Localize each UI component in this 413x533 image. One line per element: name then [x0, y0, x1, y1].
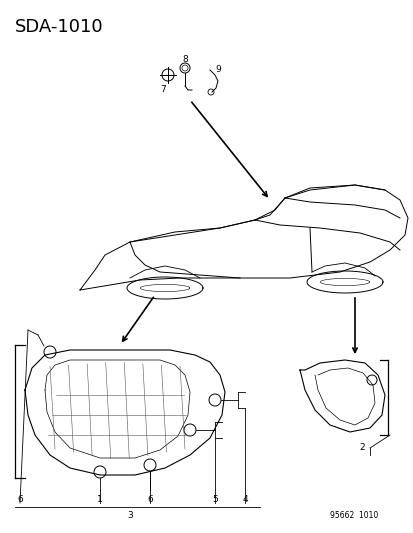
Text: 5: 5 — [211, 496, 217, 505]
Text: 1: 1 — [97, 496, 102, 505]
Text: 6: 6 — [147, 496, 152, 505]
Text: 8: 8 — [182, 55, 188, 64]
Text: 3: 3 — [127, 512, 133, 521]
Text: 95662  1010: 95662 1010 — [329, 511, 377, 520]
Text: 4: 4 — [242, 496, 247, 505]
Text: 7: 7 — [160, 85, 166, 94]
Text: 2: 2 — [358, 443, 364, 453]
Text: 6: 6 — [17, 496, 23, 505]
Text: 9: 9 — [215, 66, 221, 75]
Text: SDA-1010: SDA-1010 — [15, 18, 103, 36]
